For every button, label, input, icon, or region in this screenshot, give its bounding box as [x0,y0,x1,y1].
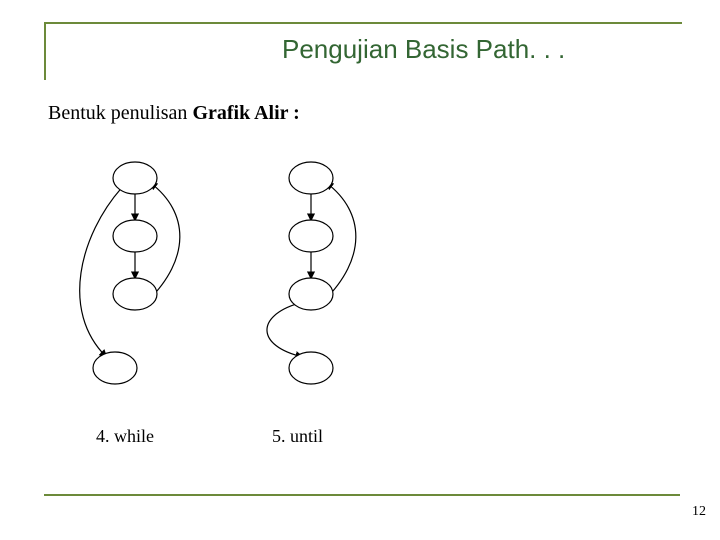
page-number: 12 [692,504,706,520]
diagram-until [246,158,376,408]
label-until: 5. until [272,426,323,447]
subtitle-bold: Grafik Alir : [192,102,299,124]
subtitle: Bentuk penulisan Grafik Alir : [48,102,300,125]
label-while: 4. while [96,426,154,447]
page-title: Pengujian Basis Path. . . [282,34,565,65]
subtitle-prefix: Bentuk penulisan [48,102,192,124]
diagram-while [70,158,200,408]
bottom-rule [44,494,680,496]
